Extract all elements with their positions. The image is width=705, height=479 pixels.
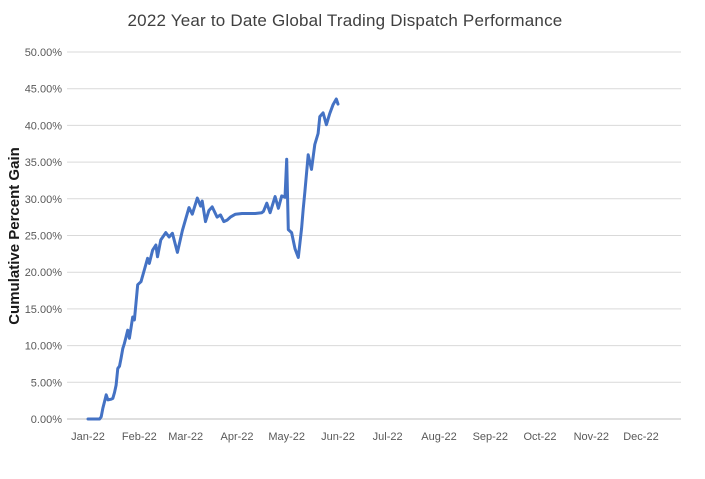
x-tick-label: Oct-22 [523,431,556,443]
performance-line [86,97,340,421]
chart-title: 2022 Year to Date Global Trading Dispatc… [127,11,563,30]
x-tick-label: Jun-22 [321,431,355,443]
y-tick-label: 50.00% [25,47,63,59]
x-tick-label: Aug-22 [421,431,456,443]
x-tick-label: Mar-22 [168,431,203,443]
y-tick-label: 5.00% [31,377,62,389]
x-tick-label: Feb-22 [122,431,157,443]
y-tick-label: 10.00% [25,341,63,353]
y-tick-label: 0.00% [31,414,62,426]
x-tick-label: Dec-22 [623,431,658,443]
x-tick-label: Jul-22 [373,431,403,443]
x-tick-label: Nov-22 [574,431,609,443]
y-tick-label: 35.00% [25,157,63,169]
y-tick-label: 45.00% [25,84,63,96]
y-tick-label: 30.00% [25,194,63,206]
x-tick-label: Jan-22 [71,431,105,443]
y-tick-label: 15.00% [25,304,63,316]
y-tick-label: 40.00% [25,120,63,132]
y-axis-title: Cumulative Percent Gain [6,147,23,325]
y-tick-label: 20.00% [25,267,63,279]
x-tick-label: Sep-22 [473,431,508,443]
x-tick-label: Apr-22 [220,431,253,443]
y-tick-label: 25.00% [25,231,63,243]
x-tick-label: May-22 [268,431,305,443]
